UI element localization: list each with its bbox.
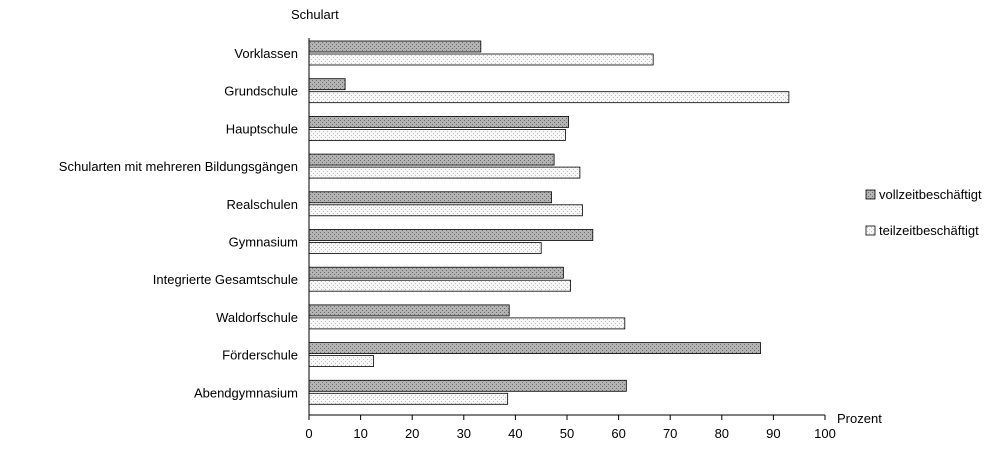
bar-integrierte-gesamtschule-vollzeitbeschaftigt bbox=[308, 266, 564, 279]
bar-integrierte-gesamtschule-teilzeitbeschaftigt bbox=[308, 279, 572, 292]
x-tick-label-0: 0 bbox=[305, 426, 312, 441]
x-tick-label-50: 50 bbox=[560, 426, 574, 441]
bar-hauptschule-vollzeitbeschaftigt bbox=[308, 116, 569, 128]
category-label-realschulen: Realschulen bbox=[226, 197, 298, 212]
x-tick-label-100: 100 bbox=[814, 426, 836, 441]
category-label-hauptschule: Hauptschule bbox=[226, 121, 298, 136]
bar-abendgymnasium-teilzeitbeschaftigt bbox=[308, 392, 509, 405]
category-label-forderschule: Förderschule bbox=[222, 348, 298, 363]
legend: vollzeitbeschäftigt teilzeitbeschäftigt bbox=[865, 187, 982, 238]
category-label-vorklassen: Vorklassen bbox=[234, 46, 298, 61]
x-tick-label-90: 90 bbox=[766, 426, 780, 441]
bar-abendgymnasium-vollzeitbeschaftigt bbox=[308, 379, 627, 392]
bar-forderschule-vollzeitbeschaftigt bbox=[308, 342, 761, 355]
bar-waldorfschule-teilzeitbeschaftigt bbox=[308, 317, 626, 330]
bar-hauptschule-teilzeitbeschaftigt bbox=[308, 128, 566, 141]
legend-swatch-vollzeit bbox=[865, 189, 876, 200]
legend-label-vollzeit: vollzeitbeschäftigt bbox=[879, 187, 982, 202]
x-tick-label-40: 40 bbox=[508, 426, 522, 441]
category-label-integrierte-gesamtschule: Integrierte Gesamtschule bbox=[153, 272, 298, 287]
bar-forderschule-teilzeitbeschaftigt bbox=[308, 355, 374, 368]
x-tick-label-10: 10 bbox=[353, 426, 367, 441]
bar-schularten-mit-mehreren-bildungsgangen-vollzeitbeschaftigt bbox=[308, 153, 555, 166]
x-tick-label-20: 20 bbox=[405, 426, 419, 441]
bar-schularten-mit-mehreren-bildungsgangen-teilzeitbeschaftigt bbox=[308, 166, 581, 179]
y-axis-title: Schulart bbox=[291, 7, 339, 22]
x-axis: 0 10 20 30 40 50 60 70 80 90 100 bbox=[305, 38, 836, 441]
bar-realschulen-vollzeitbeschaftigt bbox=[308, 191, 552, 204]
bar-waldorfschule-vollzeitbeschaftigt bbox=[308, 304, 510, 317]
category-label-gymnasium: Gymnasium bbox=[229, 235, 298, 250]
bar-grundschule-teilzeitbeschaftigt bbox=[308, 91, 790, 104]
bar-realschulen-teilzeitbeschaftigt bbox=[308, 204, 583, 217]
bars-group bbox=[308, 40, 790, 405]
category-labels: Vorklassen Grundschule Hauptschule Schulart… bbox=[59, 46, 298, 400]
category-label-schularten-mit-mehreren-bildungsgangen: Schularten mit mehreren Bildungsgängen bbox=[59, 159, 298, 174]
category-label-abendgymnasium: Abendgymnasium bbox=[194, 385, 298, 400]
legend-label-teilzeit: teilzeitbeschäftigt bbox=[879, 223, 979, 238]
bar-gymnasium-vollzeitbeschaftigt bbox=[308, 229, 594, 241]
x-tick-label-80: 80 bbox=[715, 426, 729, 441]
bar-gymnasium-teilzeitbeschaftigt bbox=[308, 242, 542, 254]
category-label-waldorfschule: Waldorfschule bbox=[216, 310, 298, 325]
legend-swatch-teilzeit bbox=[865, 225, 876, 236]
bar-grundschule-vollzeitbeschaftigt bbox=[308, 78, 346, 91]
x-tick-label-30: 30 bbox=[457, 426, 471, 441]
bar-vorklassen-vollzeitbeschaftigt bbox=[308, 40, 482, 53]
x-tick-label-60: 60 bbox=[611, 426, 625, 441]
x-axis-title: Prozent bbox=[837, 411, 882, 426]
bar-vorklassen-teilzeitbeschaftigt bbox=[308, 53, 654, 66]
x-tick-label-70: 70 bbox=[663, 426, 677, 441]
category-label-grundschule: Grundschule bbox=[224, 84, 298, 99]
